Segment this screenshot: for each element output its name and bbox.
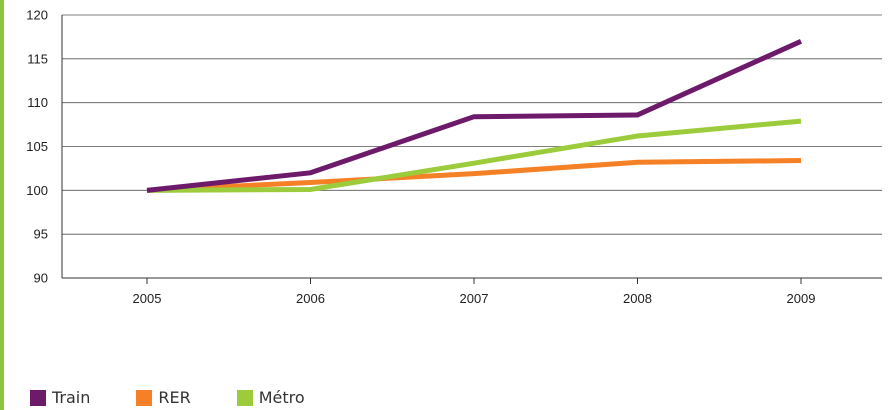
x-tick-label: 2008: [623, 291, 652, 306]
legend-item-rer: RER: [136, 388, 191, 407]
y-tick-label: 120: [26, 8, 48, 23]
series-line-rer: [146, 158, 802, 193]
legend-label-train: Train: [52, 388, 91, 407]
gridlines: [62, 14, 882, 235]
series-lines: [146, 39, 803, 193]
legend: Train RER Métro: [30, 386, 351, 410]
x-tick-label: 2006: [296, 291, 325, 306]
x-tick-label: 2005: [133, 291, 162, 306]
legend-label-metro: Métro: [258, 388, 305, 407]
legend-label-rer: RER: [158, 388, 191, 407]
y-tick-label: 110: [27, 95, 48, 110]
y-tick-label: 95: [34, 227, 48, 242]
legend-item-train: Train: [30, 390, 90, 406]
y-tick-label: 115: [27, 51, 48, 66]
axes: [61, 15, 882, 279]
line-chart: 90 95 100 105 110 115 120 2005 2006 2007 2008 2009: [26, 8, 882, 306]
legend-swatch-train: [30, 390, 46, 406]
y-tick-label: 90: [34, 271, 48, 286]
x-axis-ticks: 2005 2006 2007 2008 2009: [133, 278, 816, 306]
left-accent-rule: [0, 0, 4, 410]
y-axis-ticks: 90 95 100 105 110 115 120: [26, 8, 48, 286]
x-tick-label: 2007: [460, 291, 489, 306]
y-tick-label: 105: [26, 139, 48, 154]
x-tick-label: 2009: [787, 291, 816, 306]
legend-swatch-metro: [236, 390, 253, 406]
series-line-train: [146, 39, 803, 193]
legend-item-metro: Métro: [236, 388, 305, 407]
y-tick-label: 100: [26, 183, 48, 198]
legend-swatch-rer: [136, 390, 153, 406]
series-line-m-tro: [146, 118, 802, 193]
